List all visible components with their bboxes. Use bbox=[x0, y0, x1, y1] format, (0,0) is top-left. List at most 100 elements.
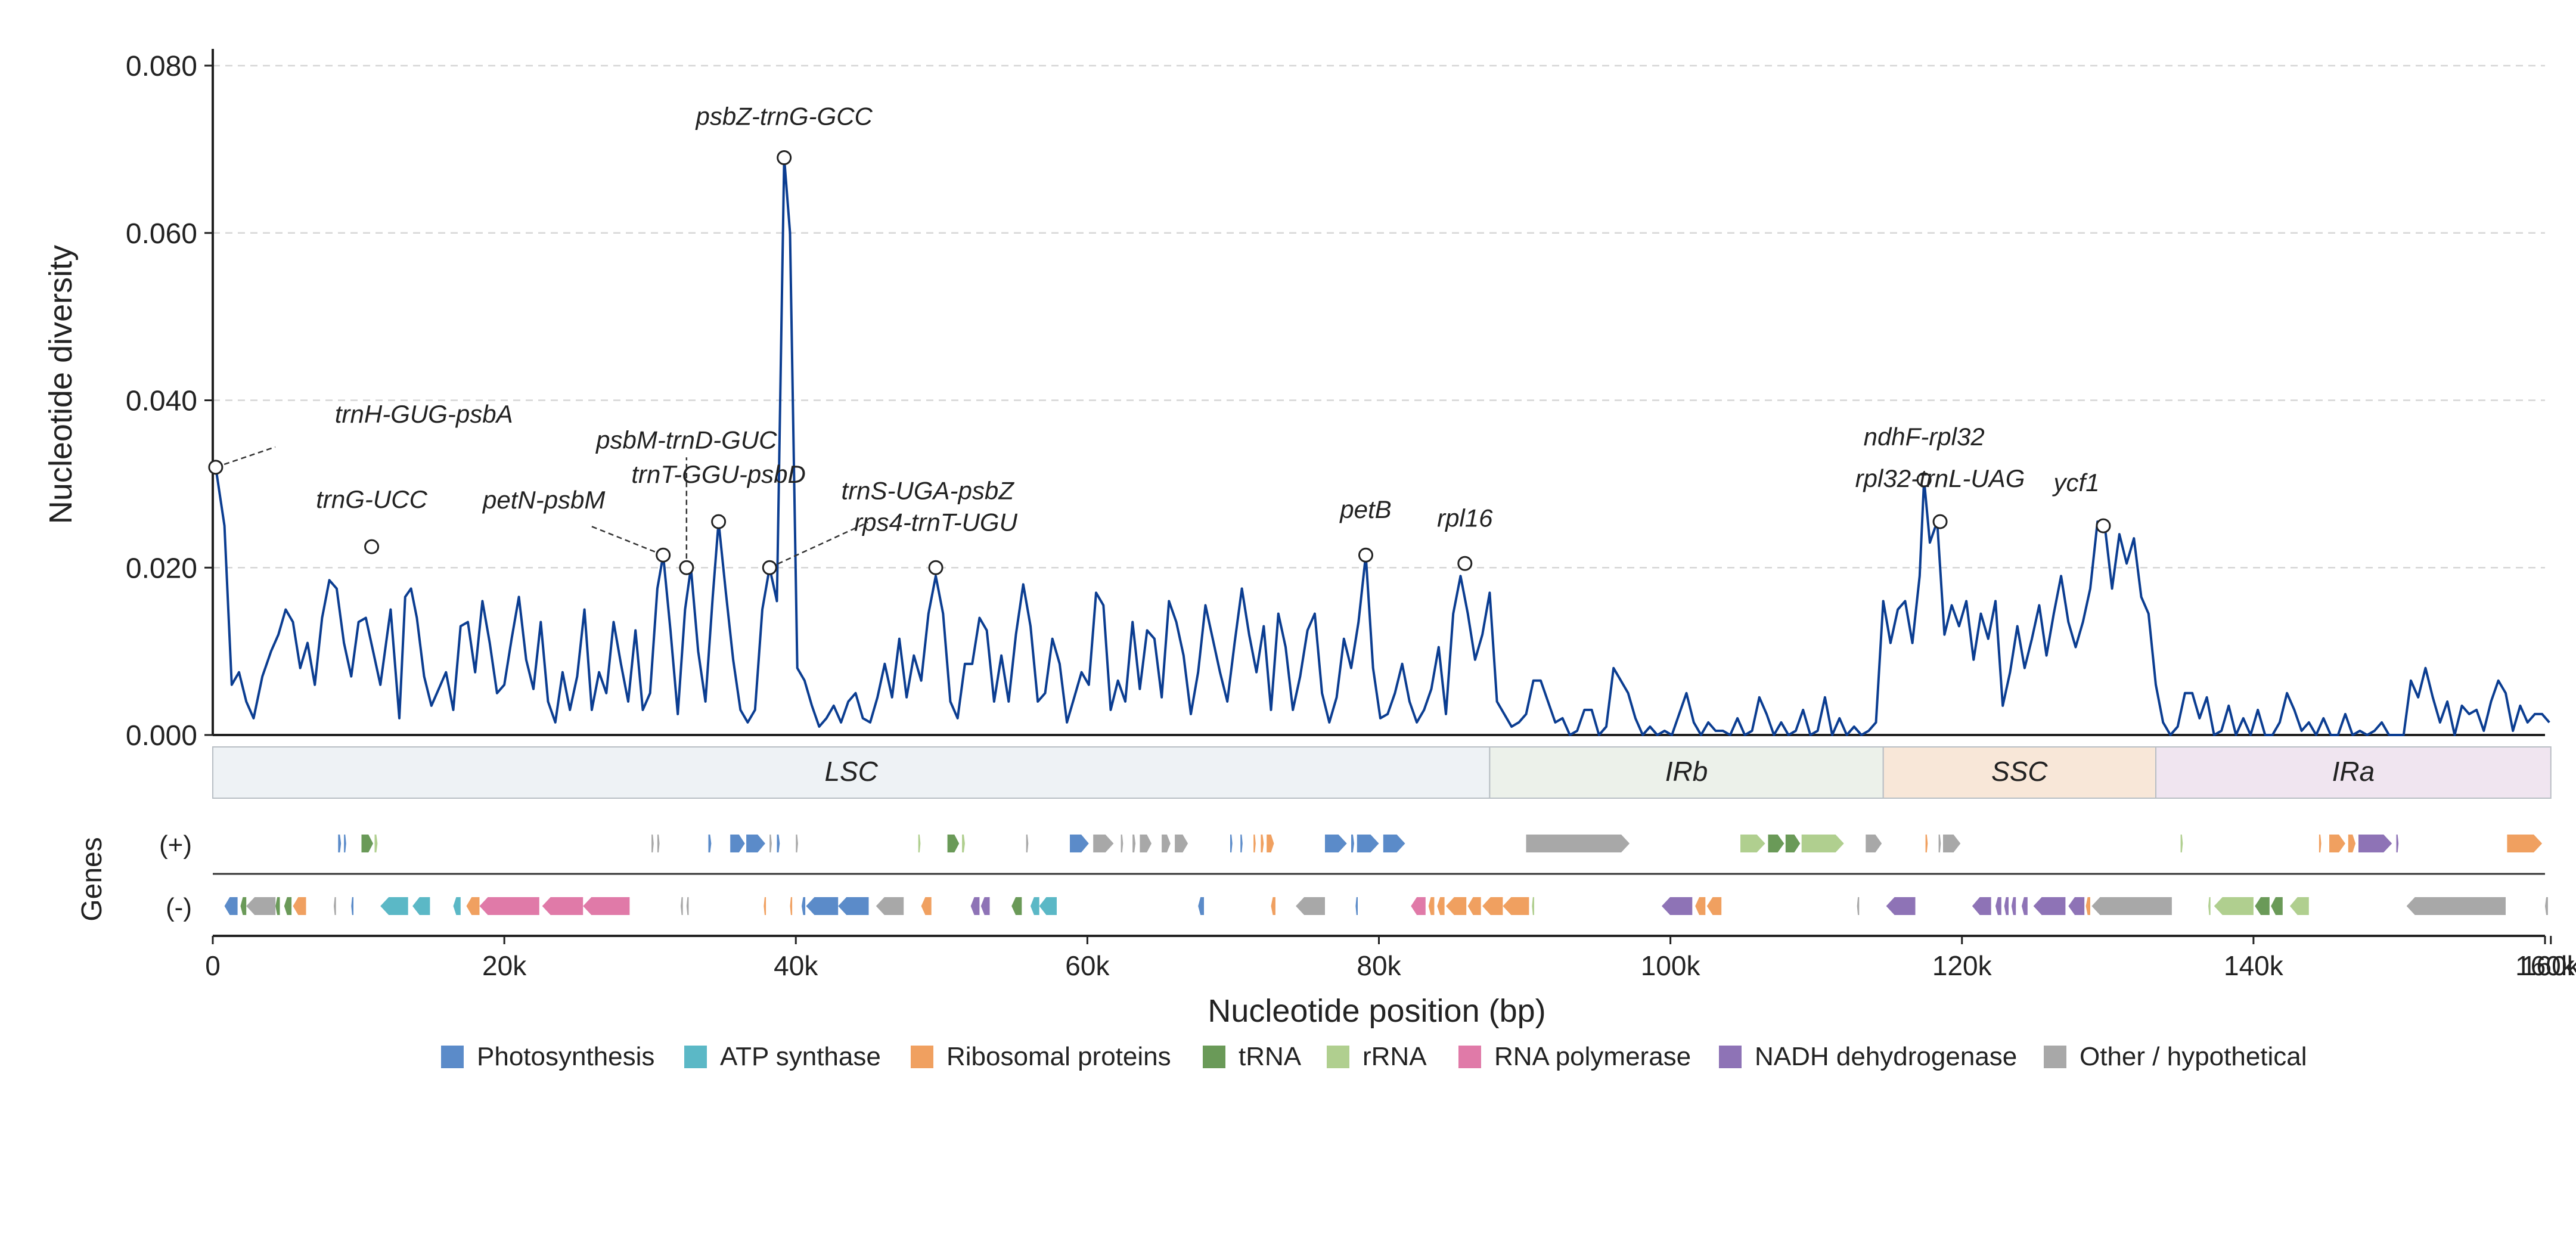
gene-block bbox=[2004, 897, 2009, 915]
peak-marker bbox=[208, 460, 224, 475]
annotation-label: trnS-UGA-psbZ bbox=[842, 476, 1015, 504]
gene-block bbox=[2406, 897, 2506, 915]
peak-marker bbox=[1457, 556, 1473, 571]
gene-block bbox=[2091, 897, 2172, 915]
gene-block bbox=[970, 897, 980, 915]
gene-block bbox=[1801, 835, 1844, 852]
gene-block bbox=[796, 835, 798, 852]
annotation-leader bbox=[215, 446, 276, 469]
gene-block bbox=[1785, 835, 1801, 852]
y-tick-label: 0.060 bbox=[126, 218, 197, 250]
gene-block bbox=[2180, 835, 2183, 852]
gene-block bbox=[777, 835, 780, 852]
gene-block bbox=[344, 835, 346, 852]
gene-block bbox=[2214, 897, 2254, 915]
gene-block bbox=[947, 835, 960, 852]
gene-block bbox=[1093, 835, 1114, 852]
gene-track bbox=[213, 835, 2548, 915]
legend-label: Photosynthesis bbox=[477, 1042, 654, 1071]
gene-block bbox=[1428, 897, 1435, 915]
gene-block bbox=[412, 897, 430, 915]
gene-block bbox=[1446, 897, 1467, 915]
gene-block bbox=[1070, 835, 1089, 852]
x-tick-label: 40k bbox=[774, 950, 818, 981]
gene-block bbox=[918, 835, 921, 852]
gene-block bbox=[1198, 897, 1204, 915]
legend-swatch bbox=[1458, 1046, 1481, 1068]
y-gridlines bbox=[213, 64, 2545, 569]
diversity-line bbox=[214, 156, 2550, 736]
x-tick-label: 140k bbox=[2224, 950, 2284, 981]
gene-block bbox=[275, 897, 280, 915]
legend: Photosynthesis ATP synthase Ribosomal prot… bbox=[441, 1042, 2307, 1071]
gene-block bbox=[1740, 835, 1765, 852]
annotation-label: ycf1 bbox=[2052, 469, 2099, 497]
gene-block bbox=[1526, 835, 1630, 852]
gene-block bbox=[1026, 835, 1029, 852]
gene-block bbox=[1383, 835, 1405, 852]
legend-swatch bbox=[1719, 1046, 1742, 1068]
region-label: SSC bbox=[1991, 756, 2048, 787]
gene-block bbox=[2068, 897, 2085, 915]
gene-block bbox=[1925, 835, 1928, 852]
gene-block bbox=[1039, 897, 1057, 915]
gene-block bbox=[962, 835, 965, 852]
annotation-label: petB bbox=[1339, 495, 1391, 523]
x-tick-label: 20k bbox=[482, 950, 527, 981]
gene-block bbox=[1938, 835, 1941, 852]
gene-block bbox=[1230, 835, 1233, 852]
gene-block bbox=[1121, 835, 1123, 852]
gene-block bbox=[479, 897, 539, 915]
gene-block bbox=[1411, 897, 1426, 915]
gene-block bbox=[730, 835, 745, 852]
peak-marker bbox=[1916, 472, 1932, 488]
gene-block bbox=[224, 897, 238, 915]
gene-block bbox=[351, 897, 353, 915]
gene-block bbox=[1240, 835, 1243, 852]
gene-block bbox=[361, 835, 373, 852]
legend-swatch bbox=[1327, 1046, 1349, 1068]
annotation-label: trnG-UCC bbox=[316, 485, 427, 513]
gene-block bbox=[764, 897, 766, 915]
legend-swatch bbox=[911, 1046, 933, 1068]
annotation-label: ndhF-rpl32 bbox=[1864, 423, 1985, 451]
gene-block bbox=[1140, 835, 1152, 852]
gene-block bbox=[790, 897, 793, 915]
gene-block bbox=[240, 897, 247, 915]
legend-swatch bbox=[1203, 1046, 1225, 1068]
gene-block bbox=[2022, 897, 2028, 915]
gene-block bbox=[284, 897, 292, 915]
peak-marker bbox=[711, 514, 727, 529]
region-label: IRa bbox=[2332, 756, 2375, 787]
x-tick-label: 60k bbox=[1065, 950, 1110, 981]
gene-block bbox=[1943, 835, 1961, 852]
gene-block bbox=[2396, 835, 2399, 852]
gene-block bbox=[681, 897, 683, 915]
region-bar: LSC IRb SSC IRa bbox=[212, 746, 2552, 799]
legend-swatch bbox=[441, 1046, 464, 1068]
legend-label: rRNA bbox=[1363, 1042, 1427, 1071]
gene-block bbox=[1011, 897, 1022, 915]
peak-annotations: trnH-GUG-psbA trnG-UCC petN-psbM psbM-trnD-… bbox=[208, 102, 2111, 575]
gene-block bbox=[1695, 897, 1706, 915]
x-axis-label: Nucleotide position (bp) bbox=[1208, 993, 1545, 1029]
gene-block bbox=[1437, 897, 1445, 915]
y-axis-label: Nucleotide diversity bbox=[43, 245, 79, 524]
gene-block bbox=[1175, 835, 1188, 852]
legend-label: Ribosomal proteins bbox=[946, 1042, 1171, 1071]
plus-strand-label: (+) bbox=[159, 830, 192, 860]
legend-label: NADH dehydrogenase bbox=[1755, 1042, 2017, 1071]
legend-swatch bbox=[684, 1046, 707, 1068]
gene-block bbox=[1886, 897, 1916, 915]
gene-block bbox=[453, 897, 461, 915]
gene-block bbox=[2348, 835, 2356, 852]
annotation-label: psbZ-trnG-GCC bbox=[695, 102, 873, 130]
annotation-label: psbM-trnD-GUC bbox=[595, 426, 777, 454]
gene-block bbox=[1351, 835, 1354, 852]
peak-marker bbox=[762, 560, 777, 575]
gene-block bbox=[374, 835, 378, 852]
gene-block bbox=[708, 835, 712, 852]
y-tick-label: 0.000 bbox=[126, 720, 197, 752]
